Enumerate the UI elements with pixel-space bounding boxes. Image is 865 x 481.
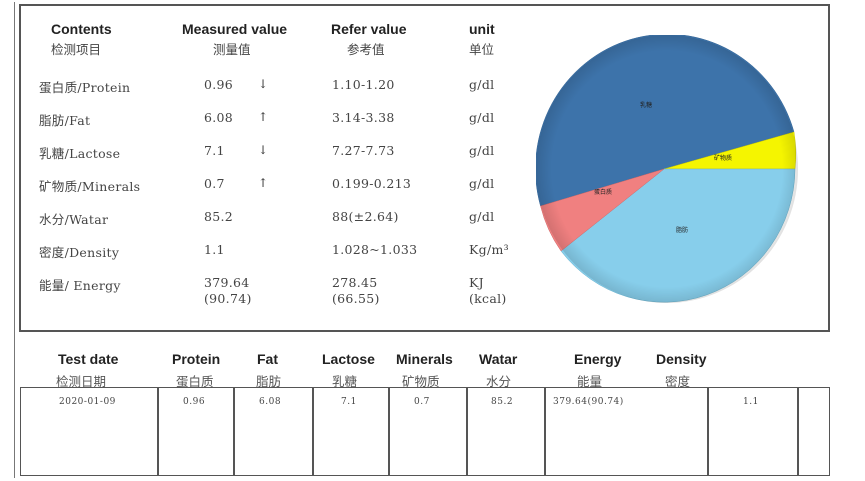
row-name: 矿物质/Minerals [39, 179, 141, 194]
header-refer-en: Refer value [331, 21, 407, 37]
energy-unit-kj: KJ [469, 275, 484, 290]
column-divider [707, 388, 709, 475]
row-unit: g/dl [469, 209, 495, 224]
row-unit: g/dl [469, 77, 495, 92]
column-divider [797, 388, 799, 475]
history-table: 2020-01-09 0.96 6.08 7.1 0.7 85.2 379.64… [20, 387, 830, 476]
row-measured: 1.1 [204, 242, 225, 257]
cell-fat: 6.08 [259, 397, 282, 407]
header-refer-cn: 参考值 [347, 42, 385, 57]
row-refer: 88(±2.64) [332, 209, 399, 224]
row-refer: 1.10-1.20 [332, 77, 395, 92]
pie-label-minerals: 矿物质 [714, 154, 732, 162]
col-header-watar: Watar [479, 351, 518, 367]
row-unit: Kg/m³ [469, 242, 509, 257]
col-header-energy: Energy [574, 351, 622, 367]
header-measured-en: Measured value [182, 21, 288, 37]
col-header-protein: Protein [172, 351, 221, 367]
col-header-test-date: Test date [58, 351, 119, 367]
col-header-test-date-cn: 检测日期 [56, 374, 107, 389]
pie-label-protein: 蛋白质 [594, 188, 612, 196]
column-divider [388, 388, 390, 475]
col-header-watar-cn: 水分 [486, 374, 512, 389]
col-header-minerals: Minerals [396, 351, 453, 367]
row-name: 能量/ Energy [39, 278, 121, 293]
cell-lactose: 7.1 [341, 397, 357, 407]
column-divider [157, 388, 159, 475]
row-refer: 1.028~1.033 [332, 242, 418, 257]
down-arrow-icon: ↓ [258, 77, 269, 91]
row-unit: g/dl [469, 110, 495, 125]
cell-protein: 0.96 [183, 397, 206, 407]
col-header-lactose: Lactose [322, 351, 375, 367]
row-refer: 0.199-0.213 [332, 176, 412, 191]
row-measured: 85.2 [204, 209, 234, 224]
row-name: 乳糖/Lactose [39, 146, 121, 161]
row-refer: 7.27-7.73 [332, 143, 395, 158]
column-divider [544, 388, 546, 475]
outer-frame [14, 2, 831, 478]
row-unit: g/dl [469, 176, 495, 191]
column-divider [466, 388, 468, 475]
up-arrow-icon: ↑ [258, 110, 269, 124]
column-divider [312, 388, 314, 475]
header-measured-cn: 测量值 [213, 42, 251, 57]
col-header-minerals-cn: 矿物质 [402, 374, 440, 389]
pie-label-lactose: 乳糖 [640, 101, 652, 109]
row-measured: 6.08 [204, 110, 234, 125]
col-header-protein-cn: 蛋白质 [176, 374, 214, 389]
energy-measured-kj: 379.64 [204, 275, 250, 290]
energy-measured-kcal: (90.74) [204, 291, 252, 306]
col-header-lactose-cn: 乳糖 [332, 374, 358, 389]
row-unit: g/dl [469, 143, 495, 158]
cell-watar: 85.2 [491, 397, 514, 407]
row-measured: 0.96 [204, 77, 234, 92]
energy-refer-kcal: (66.55) [332, 291, 380, 306]
col-header-fat-cn: 脂肪 [256, 374, 282, 389]
header-unit-cn: 单位 [469, 42, 495, 57]
pie-label-fat: 脂肪 [676, 226, 688, 234]
up-arrow-icon: ↑ [258, 176, 269, 190]
column-divider [233, 388, 235, 475]
composition-pie-chart: 乳糖 矿物质 蛋白质 脂肪 [536, 35, 798, 303]
row-name: 蛋白质/Protein [39, 80, 131, 95]
header-unit-en: unit [469, 21, 495, 37]
row-name: 密度/Density [39, 245, 120, 260]
col-header-density: Density [656, 351, 707, 367]
row-name: 水分/Watar [39, 212, 109, 227]
measurement-panel: Contents 检测项目 Measured value 测量值 Refer v… [19, 4, 830, 332]
cell-test-date: 2020-01-09 [59, 397, 116, 407]
row-measured: 7.1 [204, 143, 225, 158]
row-refer: 3.14-3.38 [332, 110, 395, 125]
energy-refer-kj: 278.45 [332, 275, 378, 290]
cell-density: 1.1 [743, 397, 759, 407]
col-header-energy-cn: 能量 [577, 374, 603, 389]
header-contents-en: Contents [51, 21, 112, 37]
header-contents-cn: 检测项目 [51, 42, 102, 57]
cell-energy: 379.64(90.74) [553, 397, 624, 407]
col-header-fat: Fat [257, 351, 278, 367]
col-header-density-cn: 密度 [665, 374, 691, 389]
cell-minerals: 0.7 [414, 397, 430, 407]
pie-shading [536, 35, 798, 303]
row-name: 脂肪/Fat [39, 113, 91, 128]
energy-unit-kcal: (kcal) [469, 291, 507, 306]
down-arrow-icon: ↓ [258, 143, 269, 157]
row-measured: 0.7 [204, 176, 225, 191]
